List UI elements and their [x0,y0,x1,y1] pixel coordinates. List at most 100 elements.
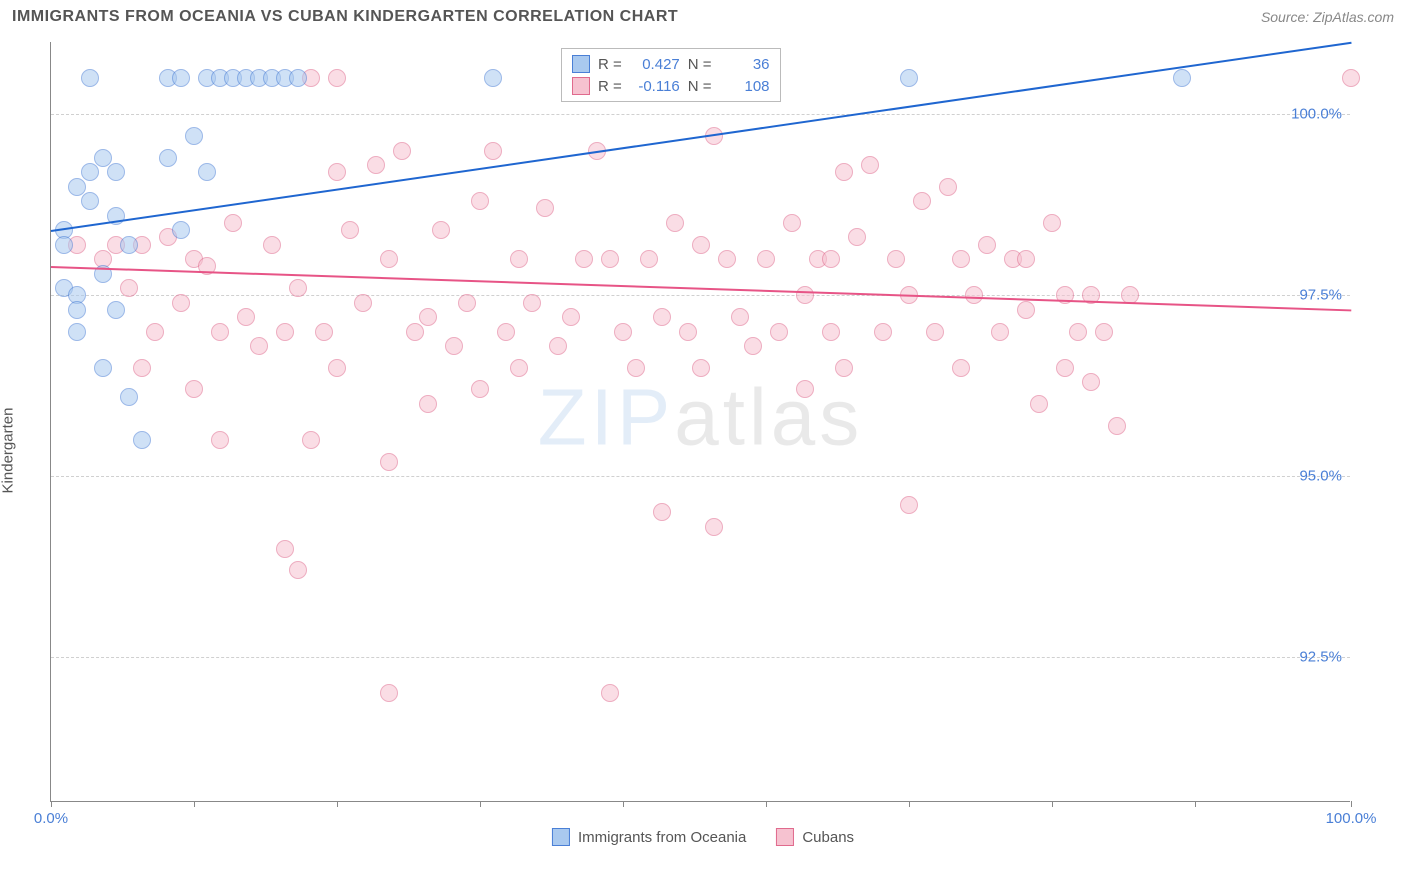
data-point [133,359,151,377]
data-point [692,359,710,377]
data-point [1017,301,1035,319]
data-point [94,359,112,377]
x-tick [337,801,338,807]
data-point [445,337,463,355]
data-point [68,323,86,341]
data-point [900,496,918,514]
data-point [263,236,281,254]
scatter-plot: ZIPatlas R = 0.427 N = 36 R = -0.116 N =… [50,42,1350,802]
data-point [159,149,177,167]
legend-item-cubans: Cubans [776,828,854,846]
x-tick [480,801,481,807]
data-point [783,214,801,232]
data-point [289,279,307,297]
gridline [51,476,1350,477]
correlation-legend: R = 0.427 N = 36 R = -0.116 N = 108 [561,48,781,102]
data-point [978,236,996,254]
source-label: Source: ZipAtlas.com [1261,9,1394,25]
trend-line [51,266,1351,311]
legend-row-oceania: R = 0.427 N = 36 [572,53,770,75]
x-tick [1351,801,1352,807]
x-tick [766,801,767,807]
x-tick-label: 0.0% [34,810,68,827]
series-legend: Immigrants from Oceania Cubans [552,828,854,846]
data-point [1108,417,1126,435]
data-point [835,163,853,181]
legend-label-cubans: Cubans [802,829,854,846]
data-point [289,69,307,87]
data-point [471,192,489,210]
data-point [952,250,970,268]
data-point [1095,323,1113,341]
data-point [471,380,489,398]
data-point [328,163,346,181]
data-point [601,250,619,268]
legend-label-oceania: Immigrants from Oceania [578,829,746,846]
data-point [81,69,99,87]
data-point [107,163,125,181]
n-label: N = [688,56,712,73]
data-point [81,163,99,181]
data-point [1030,395,1048,413]
data-point [705,518,723,536]
data-point [484,142,502,160]
watermark-zip: ZIP [538,372,674,461]
data-point [289,561,307,579]
y-tick-label: 97.5% [1299,287,1342,304]
data-point [510,250,528,268]
r-label: R = [598,78,622,95]
data-point [874,323,892,341]
data-point [666,214,684,232]
data-point [926,323,944,341]
swatch-cubans [572,77,590,95]
data-point [718,250,736,268]
data-point [185,380,203,398]
y-axis-label: Kindergarten [0,408,17,494]
data-point [679,323,697,341]
data-point [1056,359,1074,377]
data-point [653,308,671,326]
data-point [172,69,190,87]
data-point [68,178,86,196]
data-point [861,156,879,174]
data-point [1043,214,1061,232]
r-value-oceania: 0.427 [630,56,680,73]
data-point [744,337,762,355]
data-point [939,178,957,196]
data-point [380,250,398,268]
data-point [211,323,229,341]
data-point [341,221,359,239]
data-point [757,250,775,268]
data-point [848,228,866,246]
data-point [562,308,580,326]
data-point [68,301,86,319]
data-point [770,323,788,341]
gridline [51,657,1350,658]
data-point [601,684,619,702]
data-point [55,236,73,254]
data-point [887,250,905,268]
data-point [432,221,450,239]
data-point [172,221,190,239]
swatch-cubans-bottom [776,828,794,846]
data-point [614,323,632,341]
y-tick-label: 100.0% [1291,106,1342,123]
chart-container: Kindergarten ZIPatlas R = 0.427 N = 36 R… [0,32,1406,852]
data-point [406,323,424,341]
chart-title: IMMIGRANTS FROM OCEANIA VS CUBAN KINDERG… [12,8,678,26]
data-point [822,250,840,268]
gridline [51,295,1350,296]
data-point [549,337,567,355]
r-label: R = [598,56,622,73]
data-point [900,69,918,87]
data-point [497,323,515,341]
data-point [133,431,151,449]
data-point [692,236,710,254]
data-point [393,142,411,160]
data-point [120,388,138,406]
x-tick [1052,801,1053,807]
x-tick [194,801,195,807]
data-point [1017,250,1035,268]
x-tick [51,801,52,807]
data-point [198,163,216,181]
